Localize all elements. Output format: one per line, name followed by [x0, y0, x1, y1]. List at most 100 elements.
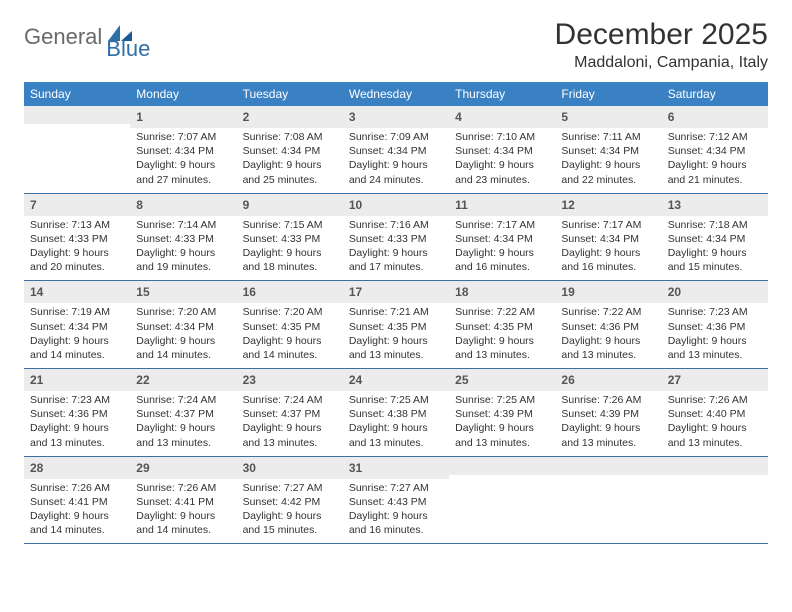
sunrise-text: Sunrise: 7:25 AM: [349, 393, 443, 407]
dow-saturday: Saturday: [662, 82, 768, 106]
day-info: Sunrise: 7:23 AMSunset: 4:36 PMDaylight:…: [30, 393, 124, 450]
daylight-text-2: and 13 minutes.: [668, 436, 762, 450]
day-cell: 29 Sunrise: 7:26 AMSunset: 4:41 PMDayligh…: [130, 457, 236, 544]
day-number-bar: 9: [237, 194, 343, 216]
daylight-text-1: Daylight: 9 hours: [349, 334, 443, 348]
daylight-text-2: and 14 minutes.: [30, 523, 124, 537]
sunset-text: Sunset: 4:34 PM: [136, 144, 230, 158]
day-number: 10: [349, 198, 362, 212]
daylight-text-1: Daylight: 9 hours: [30, 246, 124, 260]
daylight-text-2: and 17 minutes.: [349, 260, 443, 274]
day-number-bar: 24: [343, 369, 449, 391]
daylight-text-1: Daylight: 9 hours: [455, 158, 549, 172]
day-number: 24: [349, 373, 362, 387]
day-number: 17: [349, 285, 362, 299]
sunset-text: Sunset: 4:39 PM: [455, 407, 549, 421]
dow-tuesday: Tuesday: [237, 82, 343, 106]
sunrise-text: Sunrise: 7:16 AM: [349, 218, 443, 232]
sunset-text: Sunset: 4:34 PM: [455, 232, 549, 246]
day-number-bar: 15: [130, 281, 236, 303]
weeks-container: 1Sunrise: 7:07 AMSunset: 4:34 PMDaylight…: [24, 106, 768, 544]
sunrise-text: Sunrise: 7:09 AM: [349, 130, 443, 144]
week-row: 28 Sunrise: 7:26 AMSunset: 4:41 PMDayligh…: [24, 457, 768, 545]
daylight-text-1: Daylight: 9 hours: [243, 246, 337, 260]
daylight-text-2: and 16 minutes.: [349, 523, 443, 537]
sunrise-text: Sunrise: 7:23 AM: [30, 393, 124, 407]
day-number-bar: 30: [237, 457, 343, 479]
day-number-bar: 8: [130, 194, 236, 216]
day-number-bar: 23: [237, 369, 343, 391]
day-number-bar: 21: [24, 369, 130, 391]
daylight-text-2: and 14 minutes.: [136, 348, 230, 362]
day-cell: 30Sunrise: 7:27 AMSunset: 4:42 PMDayligh…: [237, 457, 343, 544]
calendar-page: General Blue December 2025 Maddaloni, Ca…: [0, 0, 792, 562]
sunrise-text: Sunrise: 7:14 AM: [136, 218, 230, 232]
day-number: 18: [455, 285, 468, 299]
daylight-text-1: Daylight: 9 hours: [561, 246, 655, 260]
sunset-text: Sunset: 4:39 PM: [561, 407, 655, 421]
daylight-text-2: and 14 minutes.: [30, 348, 124, 362]
day-number-bar: [662, 457, 768, 475]
day-cell: 7Sunrise: 7:13 AMSunset: 4:33 PMDaylight…: [24, 194, 130, 281]
daylight-text-2: and 13 minutes.: [349, 436, 443, 450]
title-block: December 2025 Maddaloni, Campania, Italy: [555, 18, 768, 72]
sunset-text: Sunset: 4:36 PM: [561, 320, 655, 334]
day-info: Sunrise: 7:27 AMSunset: 4:43 PMDaylight:…: [349, 481, 443, 538]
daylight-text-2: and 13 minutes.: [561, 436, 655, 450]
daylight-text-1: Daylight: 9 hours: [668, 421, 762, 435]
page-subtitle: Maddaloni, Campania, Italy: [555, 54, 768, 72]
day-number: 28: [30, 461, 43, 475]
daylight-text-1: Daylight: 9 hours: [30, 509, 124, 523]
day-number-bar: 25: [449, 369, 555, 391]
day-number: 26: [561, 373, 574, 387]
day-info: Sunrise: 7:17 AMSunset: 4:34 PMDaylight:…: [561, 218, 655, 275]
daylight-text-2: and 13 minutes.: [455, 348, 549, 362]
sunset-text: Sunset: 4:36 PM: [668, 320, 762, 334]
daylight-text-1: Daylight: 9 hours: [561, 421, 655, 435]
sunset-text: Sunset: 4:34 PM: [30, 320, 124, 334]
sunrise-text: Sunrise: 7:27 AM: [243, 481, 337, 495]
day-cell: 15Sunrise: 7:20 AMSunset: 4:34 PMDayligh…: [130, 281, 236, 368]
day-cell: [24, 106, 130, 193]
day-info: Sunrise: 7:11 AMSunset: 4:34 PMDaylight:…: [561, 130, 655, 187]
sunrise-text: Sunrise: 7:11 AM: [561, 130, 655, 144]
day-number-bar: 6: [662, 106, 768, 128]
day-number-bar: 20: [662, 281, 768, 303]
sunset-text: Sunset: 4:40 PM: [668, 407, 762, 421]
day-number-bar: 29: [130, 457, 236, 479]
daylight-text-2: and 27 minutes.: [136, 173, 230, 187]
day-cell: [555, 457, 661, 544]
calendar-grid: Sunday Monday Tuesday Wednesday Thursday…: [24, 82, 768, 544]
daylight-text-1: Daylight: 9 hours: [668, 158, 762, 172]
dow-thursday: Thursday: [449, 82, 555, 106]
day-cell: 5Sunrise: 7:11 AMSunset: 4:34 PMDaylight…: [555, 106, 661, 193]
daylight-text-1: Daylight: 9 hours: [136, 509, 230, 523]
day-info: Sunrise: 7:25 AMSunset: 4:39 PMDaylight:…: [455, 393, 549, 450]
sunrise-text: Sunrise: 7:17 AM: [561, 218, 655, 232]
day-number-bar: 1: [130, 106, 236, 128]
day-cell: 18Sunrise: 7:22 AMSunset: 4:35 PMDayligh…: [449, 281, 555, 368]
daylight-text-1: Daylight: 9 hours: [668, 334, 762, 348]
sunrise-text: Sunrise: 7:26 AM: [668, 393, 762, 407]
day-info: Sunrise: 7:25 AMSunset: 4:38 PMDaylight:…: [349, 393, 443, 450]
brand-general: General: [24, 24, 102, 50]
day-info: Sunrise: 7:19 AMSunset: 4:34 PMDaylight:…: [30, 305, 124, 362]
sunset-text: Sunset: 4:34 PM: [243, 144, 337, 158]
sunset-text: Sunset: 4:33 PM: [243, 232, 337, 246]
daylight-text-1: Daylight: 9 hours: [136, 158, 230, 172]
day-info: Sunrise: 7:26 AMSunset: 4:41 PMDaylight:…: [136, 481, 230, 538]
daylight-text-2: and 24 minutes.: [349, 173, 443, 187]
daylight-text-2: and 22 minutes.: [561, 173, 655, 187]
daylight-text-1: Daylight: 9 hours: [136, 334, 230, 348]
daylight-text-1: Daylight: 9 hours: [136, 246, 230, 260]
day-info: Sunrise: 7:13 AMSunset: 4:33 PMDaylight:…: [30, 218, 124, 275]
day-number: 30: [243, 461, 256, 475]
day-number: 29: [136, 461, 149, 475]
sunset-text: Sunset: 4:33 PM: [349, 232, 443, 246]
sunset-text: Sunset: 4:34 PM: [668, 232, 762, 246]
day-number: 1: [136, 110, 143, 124]
sunrise-text: Sunrise: 7:22 AM: [455, 305, 549, 319]
day-number: 8: [136, 198, 143, 212]
day-cell: 12Sunrise: 7:17 AMSunset: 4:34 PMDayligh…: [555, 194, 661, 281]
day-cell: 20Sunrise: 7:23 AMSunset: 4:36 PMDayligh…: [662, 281, 768, 368]
